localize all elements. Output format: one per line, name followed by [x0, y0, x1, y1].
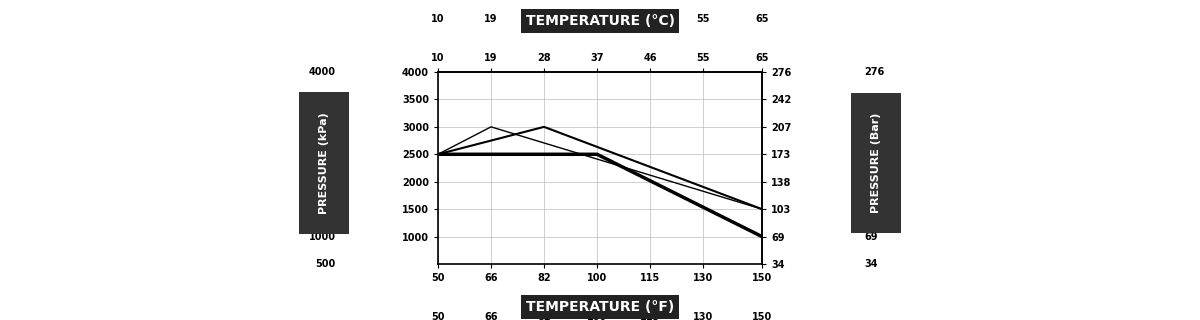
- Text: 276: 276: [864, 67, 884, 77]
- Text: 1000: 1000: [308, 232, 336, 242]
- Text: 115: 115: [640, 312, 660, 320]
- Text: 37: 37: [590, 14, 604, 24]
- Text: 3000: 3000: [308, 122, 336, 132]
- Text: 130: 130: [692, 312, 713, 320]
- Text: 100: 100: [587, 312, 607, 320]
- Text: PRESSURE (kPa): PRESSURE (kPa): [319, 112, 329, 214]
- Text: 1500: 1500: [308, 204, 336, 214]
- Text: 50: 50: [431, 312, 445, 320]
- Text: 3500: 3500: [308, 94, 336, 104]
- Text: TEMPERATURE (°C): TEMPERATURE (°C): [526, 14, 674, 28]
- Text: 207: 207: [864, 122, 884, 132]
- Text: 82: 82: [538, 312, 551, 320]
- Text: 69: 69: [864, 232, 877, 242]
- Text: 242: 242: [864, 94, 884, 104]
- Text: 28: 28: [538, 14, 551, 24]
- Text: 19: 19: [485, 14, 498, 24]
- Text: 4000: 4000: [308, 67, 336, 77]
- Text: 34: 34: [864, 259, 877, 269]
- Text: 10: 10: [431, 14, 445, 24]
- Text: 2500: 2500: [308, 149, 336, 159]
- Text: 150: 150: [752, 312, 772, 320]
- Text: 2000: 2000: [308, 177, 336, 187]
- Text: 500: 500: [316, 259, 336, 269]
- Text: 55: 55: [696, 14, 710, 24]
- Text: 66: 66: [485, 312, 498, 320]
- Text: PRESSURE (Bar): PRESSURE (Bar): [871, 113, 881, 213]
- Text: TEMPERATURE (°F): TEMPERATURE (°F): [526, 300, 674, 314]
- Text: 173: 173: [864, 149, 884, 159]
- Text: 46: 46: [643, 14, 656, 24]
- Text: 138: 138: [864, 177, 884, 187]
- Text: 65: 65: [755, 14, 769, 24]
- Text: 103: 103: [864, 204, 884, 214]
